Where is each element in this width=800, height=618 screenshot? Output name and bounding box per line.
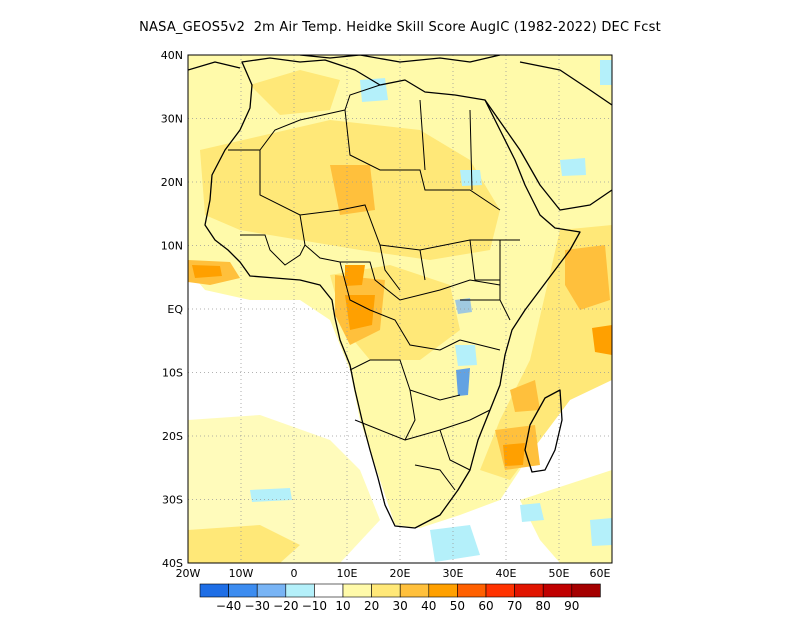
shade-30-region [565, 245, 610, 310]
map-title: NASA_GEOS5v2 2m Air Temp. Heidke Skill S… [139, 20, 661, 35]
colorbar-label: 60 [478, 599, 493, 613]
colorbar-swatch [457, 583, 487, 598]
lon-label: 60E [590, 567, 611, 580]
shade-neg10-region [590, 518, 612, 546]
lon-label: 20W [176, 567, 201, 580]
shade-neg10-region [455, 345, 477, 366]
colorbar: −40 −30 −20 −10 10 20 30 40 50 60 70 80 90 [199, 583, 601, 613]
colorbar-label: −30 [245, 599, 270, 613]
colorbar-swatch [571, 583, 601, 598]
shade-40-region [192, 265, 222, 278]
shade-neg10-region [430, 525, 480, 562]
shade-40-region [345, 265, 365, 286]
lat-label: 30S [162, 494, 183, 507]
colorbar-label: 90 [564, 599, 579, 613]
lon-label: 40E [496, 567, 517, 580]
shade-30-region [510, 380, 540, 412]
colorbar-label: 50 [450, 599, 465, 613]
lat-label: 20S [162, 430, 183, 443]
lon-labels: 20W 10W 0 10E 20E 30E 40E 50E 60E [176, 567, 611, 580]
colorbar-label: 30 [393, 599, 408, 613]
lat-label: 20N [161, 176, 183, 189]
lake-victoria [455, 298, 472, 314]
shade-neg10-region [250, 488, 292, 502]
lon-label: 30E [443, 567, 464, 580]
colorbar-label: −40 [216, 599, 241, 613]
lon-label: 10W [229, 567, 254, 580]
colorbar-swatch [314, 583, 344, 598]
shade-20-region [188, 525, 300, 563]
madagascar-coastline [524, 389, 563, 473]
colorbar-label: 20 [364, 599, 379, 613]
colorbar-swatch [228, 583, 258, 598]
europe-coastline [188, 55, 501, 71]
lon-label: 0 [291, 567, 298, 580]
colorbar-swatch [342, 583, 372, 598]
colorbar-swatch [485, 583, 515, 598]
colorbar-label: 70 [507, 599, 522, 613]
colorbar-swatch [199, 583, 229, 598]
lat-label: EQ [167, 303, 183, 316]
map-frame [187, 54, 613, 564]
shade-30-region [330, 165, 375, 215]
lat-label: 30N [161, 113, 183, 126]
shade-neg10-region [600, 60, 612, 85]
shade-40-region [345, 295, 375, 330]
lat-label: 10N [161, 240, 183, 253]
colorbar-swatch [399, 583, 430, 598]
shade-40-region [503, 443, 525, 466]
colorbar-label: 40 [421, 599, 436, 613]
shade-neg10-region [560, 158, 586, 176]
coastlines [188, 55, 612, 529]
colorbar-swatch [285, 583, 315, 598]
lat-labels: 40N 30N 20N 10N EQ 10S 20S 30S 40S [161, 49, 184, 570]
colorbar-label: 10 [335, 599, 350, 613]
shade-20-region [250, 70, 340, 115]
lat-label: 10S [162, 367, 183, 380]
shade-neg10-region [360, 78, 388, 102]
lat-label: 40N [161, 49, 183, 62]
colorbar-swatch [428, 583, 458, 598]
lake-malawi [456, 368, 470, 396]
colorbar-swatch [514, 583, 544, 598]
lon-label: 10E [337, 567, 358, 580]
shade-neg10-region [520, 503, 544, 522]
shade-10-region [520, 470, 612, 563]
colorbar-label: 80 [536, 599, 551, 613]
colorbar-swatch [371, 583, 401, 598]
colorbar-swatch [542, 583, 573, 598]
country-borders [228, 84, 520, 491]
graticule [188, 55, 612, 563]
arabia-coastline [484, 61, 612, 211]
shade-neg10-region [460, 170, 482, 186]
africa-coastline [204, 57, 581, 529]
lon-label: 50E [549, 567, 570, 580]
shade-40-region [592, 325, 612, 355]
colorbar-swatch [256, 583, 287, 598]
lon-label: 20E [390, 567, 411, 580]
lat-label: 40S [162, 557, 183, 570]
colorbar-label: −20 [273, 599, 298, 613]
colorbar-label: −10 [302, 599, 327, 613]
